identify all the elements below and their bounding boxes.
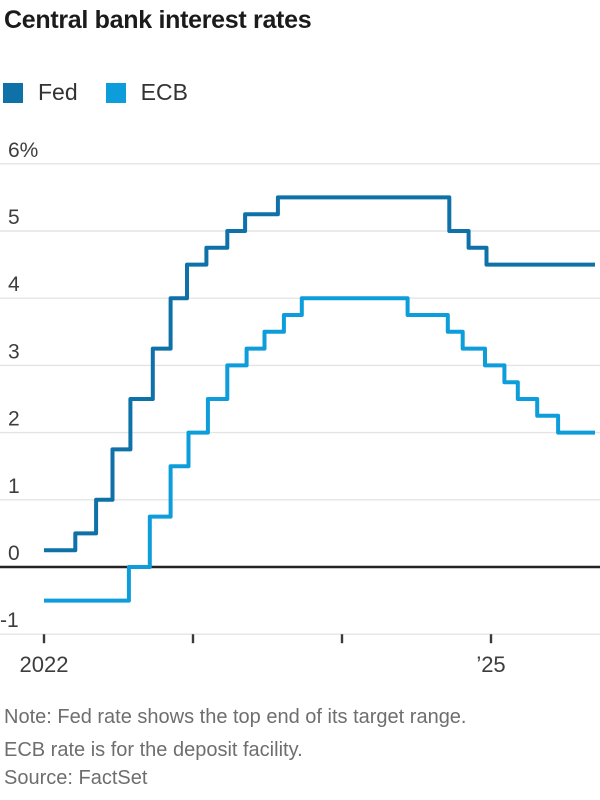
svg-text:5: 5 xyxy=(8,206,20,229)
svg-text:4: 4 xyxy=(8,273,20,296)
svg-text:3: 3 xyxy=(8,340,20,363)
svg-text:2022: 2022 xyxy=(20,652,69,677)
chart-source: Source: FactSet xyxy=(4,767,148,789)
svg-text:1: 1 xyxy=(8,475,20,498)
svg-text:6%: 6% xyxy=(8,139,38,162)
chart-title: Central bank interest rates xyxy=(4,6,312,34)
legend-swatch-fed xyxy=(3,82,23,103)
legend-swatch-ecb xyxy=(105,82,126,103)
note-line-2: ECB rate is for the deposit facility. xyxy=(4,739,303,761)
note-line-1: Note: Fed rate shows the top end of its … xyxy=(4,706,467,728)
svg-text:2: 2 xyxy=(8,408,20,431)
legend-label-ecb: ECB xyxy=(140,79,188,105)
svg-text:’25: ’25 xyxy=(476,652,505,677)
legend-label-fed: Fed xyxy=(38,79,78,105)
svg-text:-1: -1 xyxy=(0,609,19,632)
chart-note: Note: Fed rate shows the top end of its … xyxy=(4,701,467,767)
legend: Fed ECB xyxy=(3,79,188,106)
svg-text:0: 0 xyxy=(8,542,20,565)
